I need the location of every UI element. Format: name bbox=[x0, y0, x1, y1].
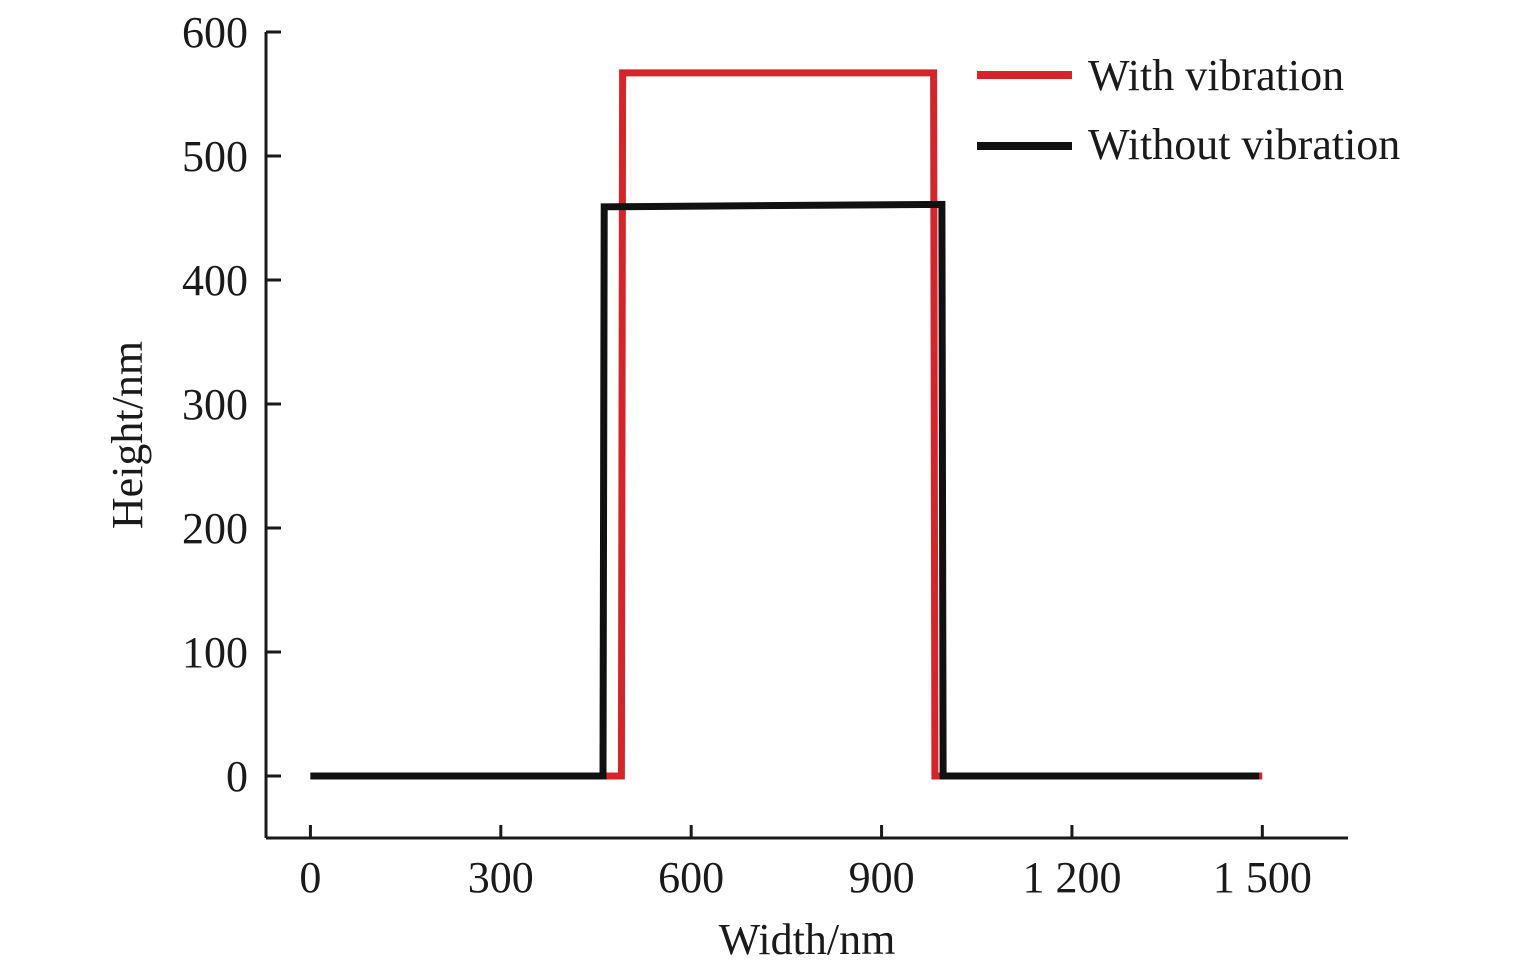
series-line-with-vibration bbox=[310, 69, 1263, 780]
series-line-without-vibration bbox=[310, 200, 1260, 780]
y-tick-label: 0 bbox=[226, 752, 248, 801]
series-group bbox=[310, 69, 1263, 780]
axes bbox=[264, 32, 1348, 840]
y-tick-label: 100 bbox=[182, 628, 248, 677]
y-axis-title: Height/nm bbox=[103, 341, 152, 529]
y-tick-label: 500 bbox=[182, 132, 248, 181]
x-tick-label: 300 bbox=[468, 853, 534, 902]
x-tick-label: 600 bbox=[658, 853, 724, 902]
legend: With vibration Without vibration bbox=[977, 51, 1400, 169]
x-ticks: 0 300 600 900 1 200 1 500 bbox=[299, 825, 1312, 902]
legend-label-without-vibration: Without vibration bbox=[1088, 120, 1400, 169]
y-tick-label: 200 bbox=[182, 504, 248, 553]
x-tick-label: 0 bbox=[299, 853, 321, 902]
x-tick-label: 1 500 bbox=[1213, 853, 1312, 902]
x-axis-title: Width/nm bbox=[719, 915, 896, 964]
x-tick-label: 1 200 bbox=[1022, 853, 1121, 902]
x-tick-label: 900 bbox=[849, 853, 915, 902]
y-tick-label: 600 bbox=[182, 8, 248, 57]
legend-label-with-vibration: With vibration bbox=[1088, 51, 1344, 100]
y-tick-label: 300 bbox=[182, 380, 248, 429]
y-tick-label: 400 bbox=[182, 256, 248, 305]
y-ticks: 0 100 200 300 400 500 600 bbox=[182, 8, 281, 801]
